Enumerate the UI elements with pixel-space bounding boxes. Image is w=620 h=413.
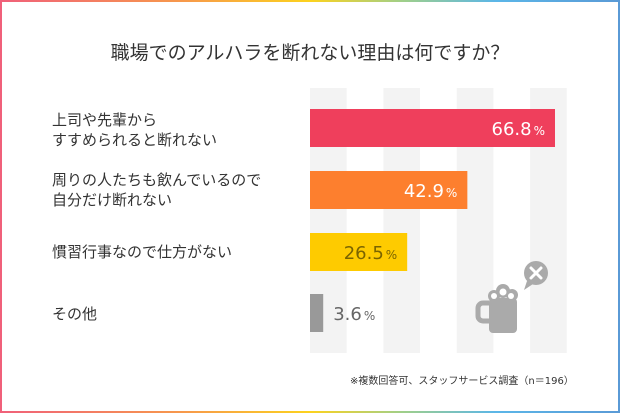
data-label: 42.9% bbox=[404, 181, 457, 202]
border-bottom bbox=[0, 411, 620, 413]
category-label: 慣習行事なので仕方がない bbox=[52, 242, 232, 262]
data-label: 3.6% bbox=[333, 304, 375, 325]
bar bbox=[310, 294, 324, 332]
category-label: その他 bbox=[52, 304, 97, 324]
category-label-text: その他 bbox=[52, 305, 98, 323]
category-label-text: 周りの人たちも飲んでいるので 自分だけ断れない bbox=[52, 171, 262, 209]
border-right bbox=[618, 0, 620, 413]
chart-title: 職場でのアルハラを断れない理由は何ですか？ bbox=[110, 42, 510, 64]
category-label-text: 上司や先輩から すすめられると断れない bbox=[52, 111, 218, 149]
bar bbox=[310, 233, 408, 271]
data-label: 66.8% bbox=[492, 119, 545, 140]
category-label: 上司や先輩から すすめられると断れない bbox=[52, 110, 217, 150]
footnote: ※複数回答可、スタッフサービス調査（n＝196） bbox=[350, 376, 574, 387]
beer-mug-icon bbox=[475, 261, 548, 333]
category-label-text: 慣習行事なので仕方がない bbox=[52, 243, 233, 261]
category-label: 周りの人たちも飲んでいるので 自分だけ断れない bbox=[52, 170, 261, 210]
bar bbox=[310, 171, 468, 209]
bar bbox=[310, 109, 555, 147]
data-label: 26.5% bbox=[344, 243, 397, 264]
border-left bbox=[0, 0, 2, 413]
border-top bbox=[0, 0, 620, 2]
